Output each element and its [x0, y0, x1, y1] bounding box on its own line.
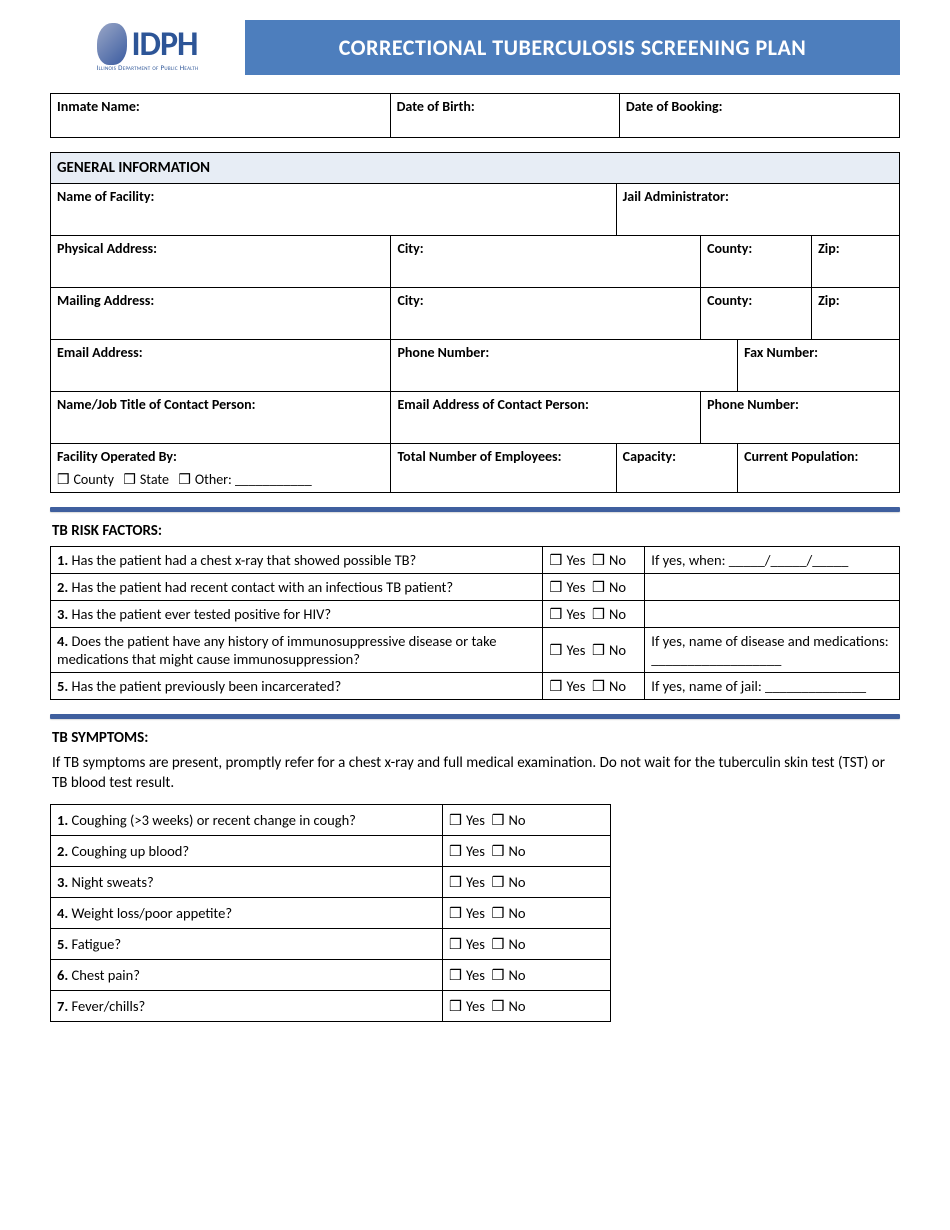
population-label: Current Population:: [744, 448, 858, 465]
city-label-2: City:: [397, 292, 423, 309]
symp-7: Fever/chills?: [72, 997, 146, 1015]
symptoms-instructions: If TB symptoms are present, promptly ref…: [52, 753, 900, 794]
general-info-table: GENERAL INFORMATION Name of Facility: Ja…: [50, 152, 900, 493]
symptoms-table: 1. Coughing (>3 weeks) or recent change …: [50, 804, 611, 1022]
risk-q3: Has the patient ever tested positive for…: [72, 605, 332, 623]
symp-1-no[interactable]: ❒: [492, 813, 509, 829]
identity-table: Inmate Name: Date of Birth: Date of Book…: [50, 93, 900, 138]
risk-q2-yes[interactable]: ❒: [549, 580, 566, 596]
fax-label: Fax Number:: [744, 344, 818, 361]
symp-2-no[interactable]: ❒: [492, 844, 509, 860]
risk-q4: Does the patient have any history of imm…: [57, 632, 496, 668]
divider-1: [50, 507, 900, 512]
symp-4-yes[interactable]: ❒: [449, 906, 466, 922]
checkbox-other[interactable]: ❒: [178, 471, 194, 487]
risk-q1-no[interactable]: ❒: [592, 553, 609, 569]
booking-label: Date of Booking:: [626, 98, 723, 115]
header: IDPH Illinois Department of Public Healt…: [50, 20, 900, 75]
contact-email-label: Email Address of Contact Person:: [397, 396, 588, 413]
org-abbrev: IDPH: [131, 24, 197, 65]
org-full: Illinois Department of Public Health: [97, 63, 199, 72]
email-label: Email Address:: [57, 344, 143, 361]
symp-1: Coughing (>3 weeks) or recent change in …: [72, 811, 356, 829]
contact-name-label: Name/Job Title of Contact Person:: [57, 396, 255, 413]
operated-label: Facility Operated By:: [57, 448, 384, 465]
zip-label-1: Zip:: [818, 240, 840, 257]
contact-phone-label: Phone Number:: [707, 396, 799, 413]
risk-heading: TB RISK FACTORS:: [52, 522, 900, 540]
admin-label: Jail Administrator:: [623, 188, 729, 205]
symp-4: Weight loss/poor appetite?: [72, 904, 233, 922]
symp-3-yes[interactable]: ❒: [449, 875, 466, 891]
risk-q1-follow: If yes, when: _____/_____/_____: [651, 551, 848, 569]
risk-q5-yes[interactable]: ❒: [549, 679, 566, 695]
risk-q2-no[interactable]: ❒: [592, 580, 609, 596]
mail-addr-label: Mailing Address:: [57, 292, 154, 309]
risk-q5-no[interactable]: ❒: [592, 679, 609, 695]
symp-5-yes[interactable]: ❒: [449, 937, 466, 953]
symp-2: Coughing up blood?: [72, 842, 190, 860]
risk-q5-follow: If yes, name of jail: ______________: [651, 677, 866, 695]
symp-1-yes[interactable]: ❒: [449, 813, 466, 829]
symp-4-no[interactable]: ❒: [492, 906, 509, 922]
logo-block: IDPH Illinois Department of Public Healt…: [50, 23, 245, 72]
county-label-1: County:: [707, 240, 752, 257]
risk-q4-yes[interactable]: ❒: [549, 643, 566, 659]
checkbox-county[interactable]: ❒: [57, 471, 73, 487]
risk-q4-follow: If yes, name of disease and medications:…: [651, 632, 888, 668]
risk-q1: Has the patient had a chest x-ray that s…: [72, 551, 417, 569]
phys-addr-label: Physical Address:: [57, 240, 157, 257]
risk-q3-yes[interactable]: ❒: [549, 607, 566, 623]
risk-q3-no[interactable]: ❒: [592, 607, 609, 623]
general-heading: GENERAL INFORMATION: [51, 153, 900, 184]
employees-label: Total Number of Employees:: [397, 448, 561, 465]
state-outline-icon: [97, 23, 127, 65]
county-label-2: County:: [707, 292, 752, 309]
symp-6-no[interactable]: ❒: [492, 968, 509, 984]
phone-label: Phone Number:: [397, 344, 489, 361]
dob-label: Date of Birth:: [397, 98, 475, 115]
risk-table: 1. Has the patient had a chest x-ray tha…: [50, 546, 900, 700]
symp-3-no[interactable]: ❒: [492, 875, 509, 891]
symp-3: Night sweats?: [72, 873, 154, 891]
city-label-1: City:: [397, 240, 423, 257]
symp-6: Chest pain?: [72, 966, 140, 984]
symp-2-yes[interactable]: ❒: [449, 844, 466, 860]
symp-5: Fatigue?: [72, 935, 122, 953]
symp-7-no[interactable]: ❒: [492, 999, 509, 1015]
symp-7-yes[interactable]: ❒: [449, 999, 466, 1015]
zip-label-2: Zip:: [818, 292, 840, 309]
risk-q1-yes[interactable]: ❒: [549, 553, 566, 569]
risk-q4-no[interactable]: ❒: [592, 643, 609, 659]
divider-2: [50, 714, 900, 719]
page-title: CORRECTIONAL TUBERCULOSIS SCREENING PLAN: [245, 20, 900, 75]
facility-label: Name of Facility:: [57, 188, 154, 205]
symp-6-yes[interactable]: ❒: [449, 968, 466, 984]
inmate-name-label: Inmate Name:: [57, 98, 140, 115]
risk-q5: Has the patient previously been incarcer…: [72, 677, 342, 695]
symp-5-no[interactable]: ❒: [492, 937, 509, 953]
checkbox-state[interactable]: ❒: [123, 471, 139, 487]
risk-q2: Has the patient had recent contact with …: [72, 578, 454, 596]
capacity-label: Capacity:: [623, 448, 676, 465]
symptoms-heading: TB SYMPTOMS:: [52, 729, 900, 747]
